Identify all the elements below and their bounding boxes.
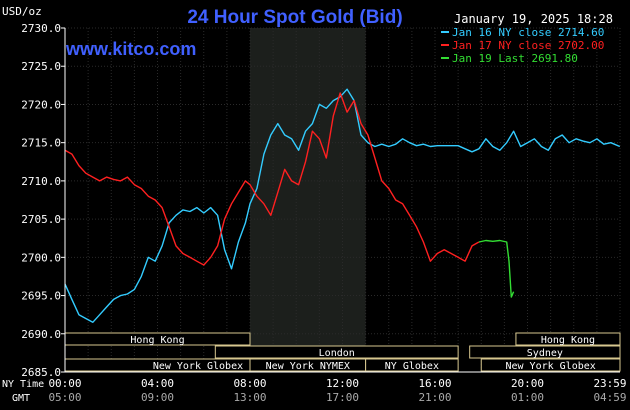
y-tick-label: 2695.0 [21,290,61,303]
x-tick-label-ny: 04:00 [141,377,174,390]
series-line-2 [478,239,515,298]
legend-entry: Jan 17 NY close 2702.00 [452,39,604,52]
x-tick-label-ny: 00:00 [48,377,81,390]
x-axis: 00:00 04:00 08:00 12:00 16:00 20:00 23:59 05:00… [48,371,627,404]
y-tick-label: 2720.0 [21,98,61,111]
unit-label: USD/oz [2,5,42,18]
market-sessions: Hong Kong London New York Globex New York N… [64,332,621,372]
y-tick-label: 2725.0 [21,60,61,73]
x-tick-label-ny: 08:00 [233,377,266,390]
ny-time-label: NY Time [2,379,44,390]
session-label: Sydney [527,348,563,359]
session-box [469,345,621,359]
x-tick-label-gmt: 13:00 [233,391,266,404]
x-tick-label-ny: 23:59 [593,377,626,390]
grid-lines [64,27,621,373]
y-tick-label: 2715.0 [21,137,61,150]
y-tick-label: 2685.0 [21,366,61,379]
x-tick-label-gmt: 01:00 [511,391,544,404]
session-box [365,358,459,372]
y-tick-label: 2690.0 [21,328,61,341]
session-label: London [319,348,355,359]
x-tick-label-gmt: 04:59 [593,391,626,404]
x-tick-label-ny: 12:00 [326,377,359,390]
series-line-1 [64,92,480,266]
session-label: New York NYMEX [266,361,350,372]
timestamp: January 19, 2025 18:28 [454,12,613,26]
session-box [214,345,459,359]
x-tick-label-ny: 20:00 [511,377,544,390]
session-label: Hong Kong [541,335,595,346]
x-tick-label-ny: 16:00 [418,377,451,390]
gmt-label: GMT [12,393,30,404]
session-box [480,358,621,372]
session-box [515,332,621,346]
nymex-shading [250,28,366,372]
session-label: New York Globex [153,361,243,372]
y-tick-label: 2710.0 [21,175,61,188]
legend-entry: Jan 16 NY close 2714.60 [452,26,604,39]
series-line-0 [64,88,621,323]
website-label: www.kitco.com [65,39,196,59]
chart-title: 24 Hour Spot Gold (Bid) [187,7,402,28]
session-label: NY Globex [385,361,439,372]
legend-entry: Jan 19 Last 2691.80 [452,52,578,65]
series-lines [64,88,621,323]
x-tick-label-gmt: 17:00 [326,391,359,404]
x-tick-label-gmt: 09:00 [141,391,174,404]
y-tick-label: 2705.0 [21,213,61,226]
session-label: Hong Kong [130,335,184,346]
y-axis: 2730.0 2725.0 2720.0 2715.0 2710.0 2705.0 2700… [21,22,66,379]
session-label: New York Globex [505,361,595,372]
x-tick-label-gmt: 05:00 [48,391,81,404]
y-tick-label: 2730.0 [21,22,61,35]
y-tick-label: 2700.0 [21,251,61,264]
x-tick-label-gmt: 21:00 [418,391,451,404]
